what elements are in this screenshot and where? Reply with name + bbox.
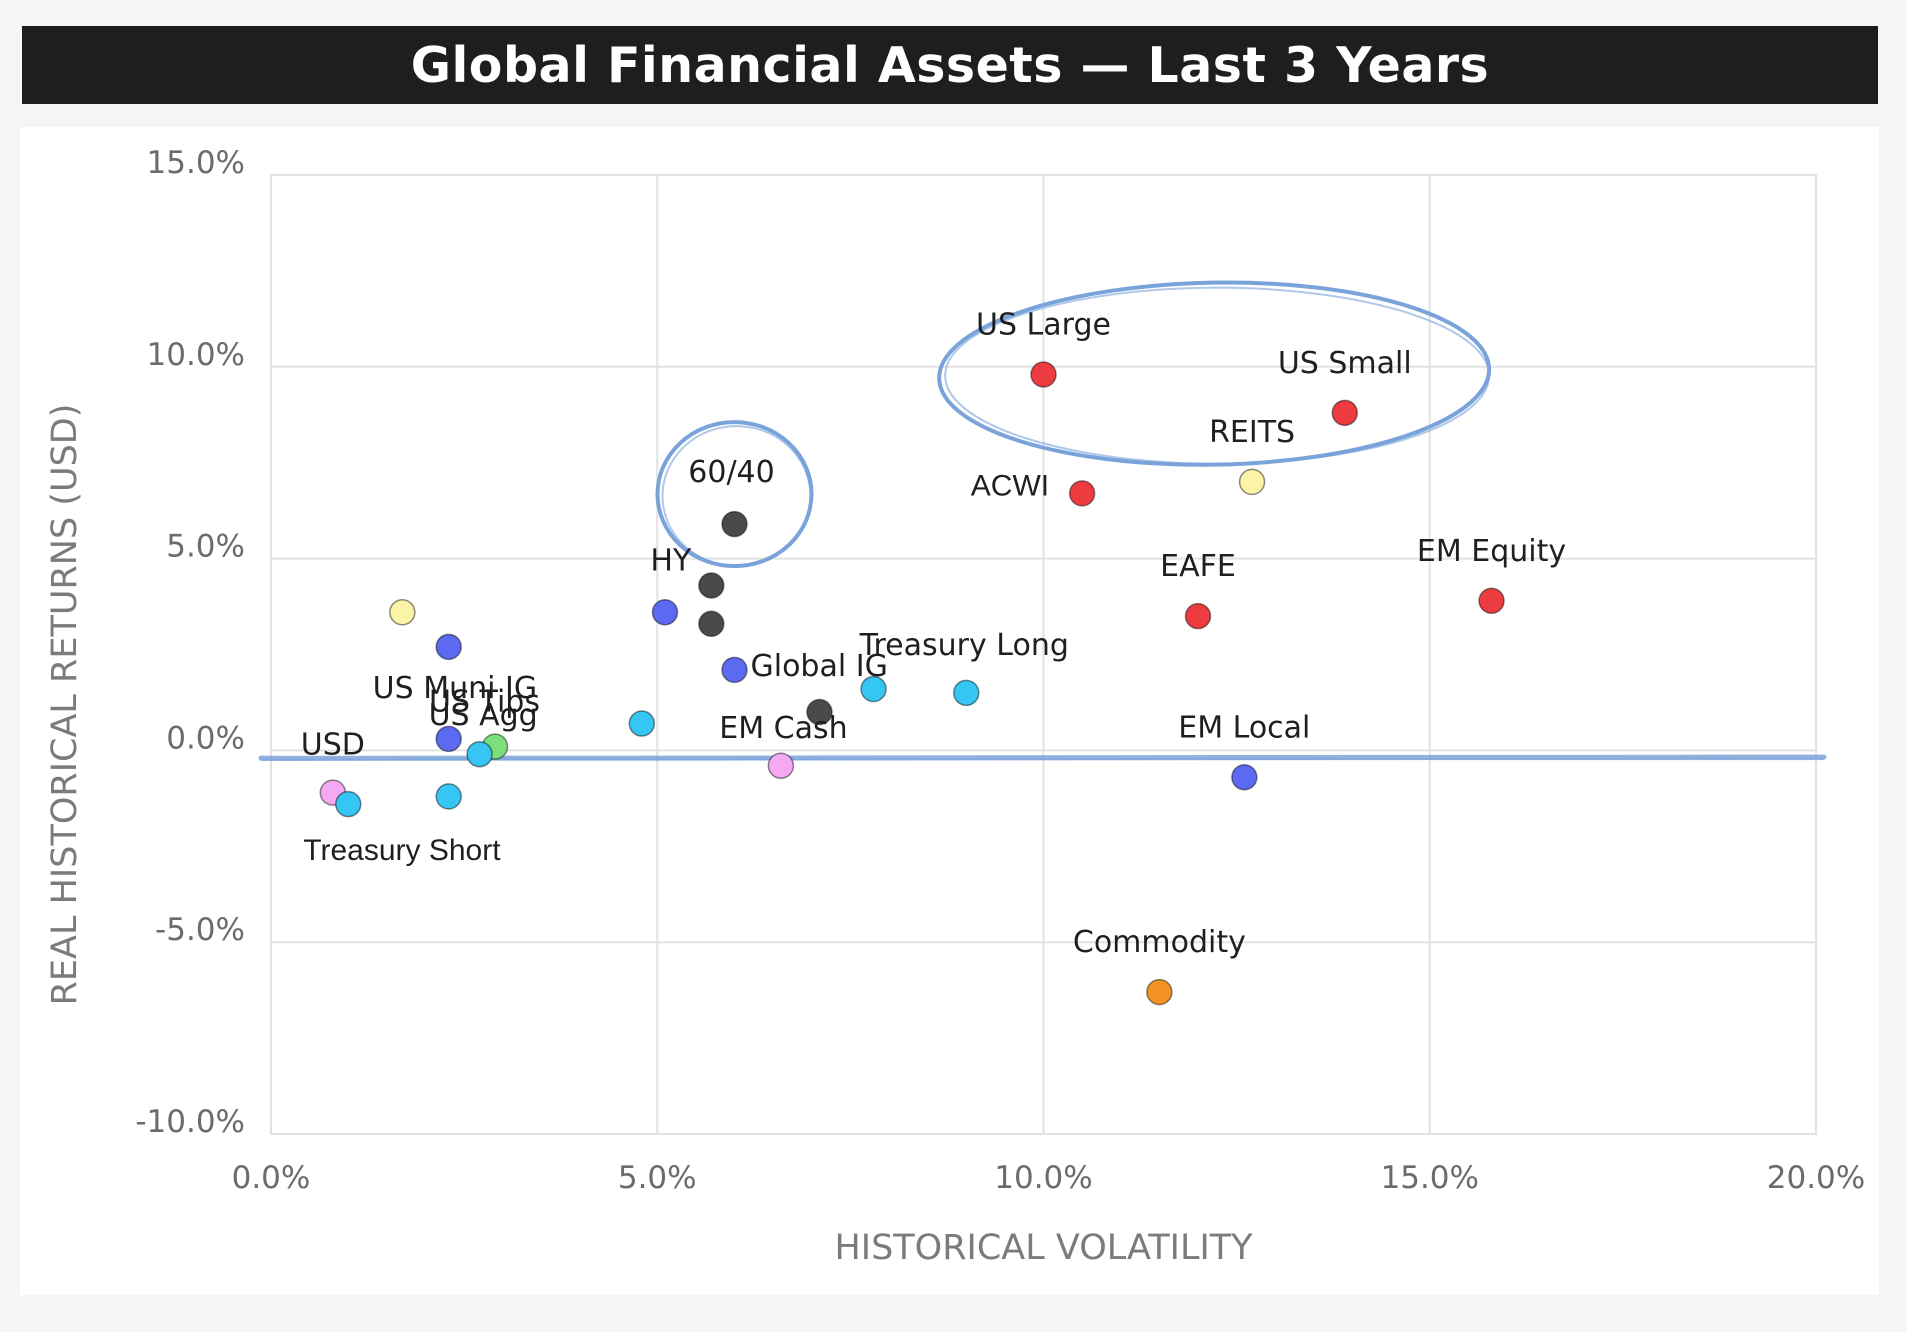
point-label: EM Equity: [1417, 534, 1566, 569]
y-axis-title: REAL HISTORICAL RETURNS (USD): [45, 404, 85, 1006]
data-point: [1478, 587, 1505, 615]
data-point: [806, 698, 833, 726]
data-point: [698, 610, 725, 638]
x-tick-label: 0.0%: [232, 1160, 311, 1196]
data-point: [721, 656, 748, 684]
point-label: Global IG: [751, 649, 888, 684]
grid-lines: [270, 174, 1817, 1135]
y-tick-label: -5.0%: [155, 912, 245, 948]
x-axis-title: HISTORICAL VOLATILITY: [834, 1228, 1253, 1268]
point-label: US Large: [976, 307, 1111, 342]
data-point: [651, 599, 679, 626]
data-point: [1238, 468, 1266, 496]
chart-panel: 0.0% 5.0% 10.0% 15.0% 20.0% 15.0% 10.0% 5.0% 0.0…: [20, 127, 1879, 1295]
data-point: [1068, 480, 1096, 507]
data-point: [953, 679, 980, 707]
x-tick-label: 20.0%: [1767, 1160, 1865, 1196]
data-point: [767, 752, 795, 779]
chart-title: Global Financial Assets — Last 3 Years: [22, 26, 1878, 104]
point-label: ACWI: [971, 469, 1049, 502]
point-label: US Tips: [429, 685, 540, 720]
data-point: [698, 572, 725, 599]
data-point: [721, 510, 748, 538]
data-point: [1231, 764, 1258, 791]
y-tick-label: 15.0%: [147, 145, 245, 181]
point-label: HY: [650, 543, 692, 578]
annotations: [258, 280, 1827, 762]
point-label: REITS: [1209, 415, 1295, 450]
x-tick-label: 5.0%: [618, 1160, 697, 1196]
point-label: USD: [301, 728, 365, 763]
data-point: [435, 725, 462, 753]
data-point: [1146, 978, 1173, 1006]
point-label: 60/40: [688, 455, 774, 490]
sixty-forty-circle-stroke: [661, 425, 812, 568]
point-label: US Small: [1278, 346, 1412, 381]
data-point: [435, 783, 462, 810]
data-point: [860, 675, 887, 703]
y-tick-label: 5.0%: [166, 529, 245, 565]
data-point: [1030, 361, 1057, 388]
x-tick-label: 10.0%: [994, 1160, 1092, 1196]
point-label: Treasury Long: [859, 628, 1069, 663]
point-label: Treasury Short: [303, 834, 501, 867]
point-label: Commodity: [1073, 925, 1246, 960]
data-point: [628, 710, 656, 737]
data-point: [335, 790, 362, 818]
point-label: US Muni IG: [373, 671, 537, 706]
point-label: EM Cash: [719, 711, 847, 746]
x-tick-label: 15.0%: [1381, 1160, 1479, 1196]
point-labels: US Large US Small REITS ACWI 60/40 HY EAFE EM E…: [301, 307, 1566, 960]
scatter-chart: 0.0% 5.0% 10.0% 15.0% 20.0% 15.0% 10.0% 5.0% 0.0…: [45, 145, 1865, 1268]
data-points: [319, 361, 1505, 1006]
y-tick-label: -10.0%: [135, 1104, 245, 1140]
point-label: EM Local: [1178, 710, 1310, 745]
data-point: [389, 599, 416, 626]
y-tick-label: 10.0%: [147, 337, 245, 373]
y-tick-label: 0.0%: [166, 720, 245, 756]
data-point: [466, 740, 493, 768]
us-equity-ellipse-stroke: [944, 286, 1491, 465]
data-point: [435, 633, 462, 661]
data-point: [1184, 602, 1212, 630]
point-label: EAFE: [1160, 549, 1236, 584]
point-label: US Agg: [429, 698, 538, 733]
data-point: [1331, 399, 1359, 427]
